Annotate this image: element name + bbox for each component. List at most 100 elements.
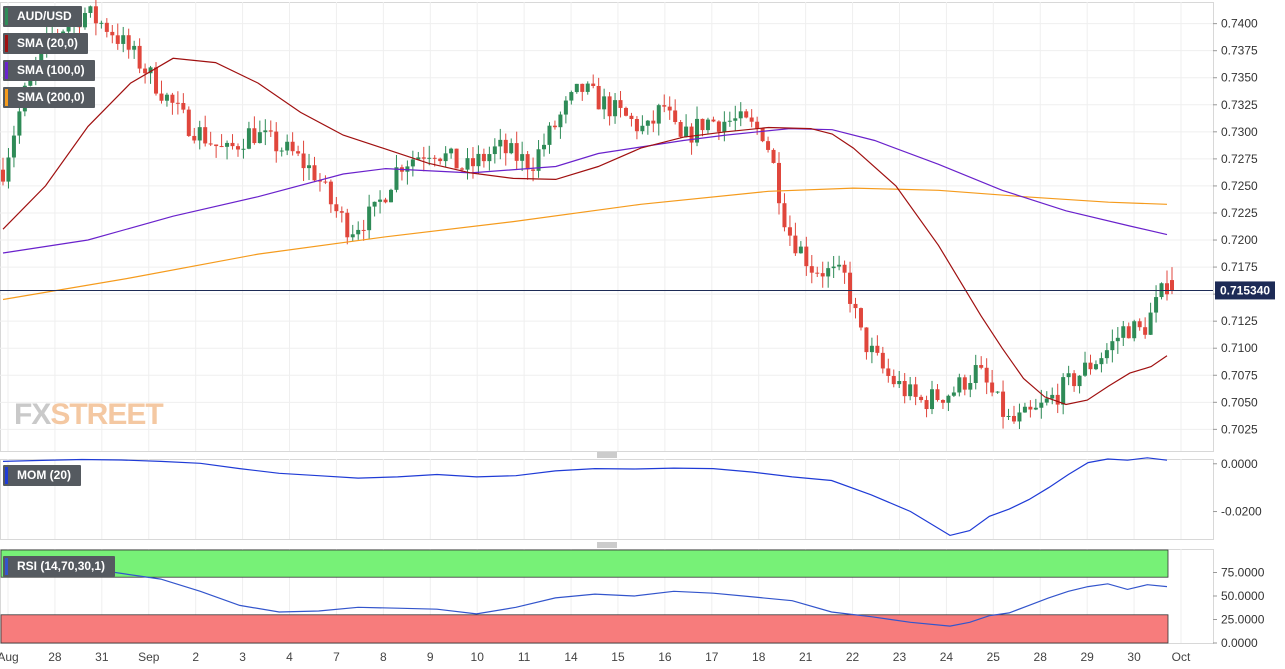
candle-body xyxy=(607,96,612,117)
candle-body xyxy=(634,119,639,132)
candle-body xyxy=(585,83,590,92)
x-tick-label: 31 xyxy=(95,650,109,664)
legend-mom[interactable]: MOM (20) xyxy=(3,465,81,486)
candle-body xyxy=(924,400,929,410)
y-tick-label: 0.7375 xyxy=(1221,44,1258,58)
candle-body xyxy=(1055,394,1060,405)
x-tick-label: 8 xyxy=(380,650,387,664)
candle-body xyxy=(1088,362,1093,370)
candle-body xyxy=(973,365,978,383)
sma20-line xyxy=(2,57,1168,406)
candle-body xyxy=(214,144,219,147)
candle-body xyxy=(935,389,940,401)
legend-sma200-swatch xyxy=(5,89,8,106)
candle-body xyxy=(1050,394,1055,399)
candle-body xyxy=(235,146,240,150)
candle-body xyxy=(443,153,448,162)
candle-body xyxy=(405,166,410,172)
candle-body xyxy=(356,229,361,235)
legend-sma200-label: SMA (200,0) xyxy=(17,90,85,104)
candle-body xyxy=(804,246,809,267)
candle-body xyxy=(793,235,798,254)
legend-sma100[interactable]: SMA (100,0) xyxy=(3,60,95,81)
candle-body xyxy=(569,92,574,101)
candle-body xyxy=(826,268,831,277)
candle-body xyxy=(591,83,596,86)
candle-body xyxy=(968,382,973,390)
candle-body xyxy=(1017,412,1022,422)
legend-pair-swatch xyxy=(5,8,8,25)
candle-body xyxy=(749,117,754,122)
candle-body xyxy=(460,168,465,170)
candle-body xyxy=(290,141,295,152)
candle-body xyxy=(1083,362,1088,376)
candle-body xyxy=(192,135,197,141)
legend-sma20[interactable]: SMA (20,0) xyxy=(3,33,88,54)
candle-body xyxy=(716,121,721,132)
candle-body xyxy=(465,158,470,170)
candle-body xyxy=(705,119,710,131)
candle-body xyxy=(957,377,962,393)
candle-body xyxy=(470,158,475,167)
candle-body xyxy=(552,125,557,128)
candle-body xyxy=(1132,321,1137,339)
y-tick-label: 0.7025 xyxy=(1221,422,1258,436)
candle-body xyxy=(858,308,863,328)
candle-body xyxy=(487,154,492,162)
x-tick-label: Aug xyxy=(0,650,19,664)
candle-body xyxy=(82,12,87,28)
candle-body xyxy=(367,206,372,231)
candle-body xyxy=(897,380,902,385)
rsi-overbought-zone xyxy=(0,549,1169,578)
candle-body xyxy=(339,211,344,213)
candle-body xyxy=(121,35,126,44)
candle-body xyxy=(427,157,432,159)
x-tick-label: 28 xyxy=(48,650,62,664)
candle-body xyxy=(629,115,634,120)
candle-body xyxy=(962,377,967,390)
candle-body xyxy=(837,264,842,267)
candle-body xyxy=(383,199,388,203)
candle-body xyxy=(11,135,16,158)
candle-body xyxy=(432,157,437,159)
candle-body xyxy=(307,165,312,169)
rsi-tick-label: 75.0000 xyxy=(1221,566,1265,580)
candle-body xyxy=(252,128,257,144)
candle-body xyxy=(930,389,935,410)
rsi-line xyxy=(2,567,1168,627)
y-tick-label: 0.7200 xyxy=(1221,233,1258,247)
candle-body xyxy=(143,68,148,74)
candle-body xyxy=(755,121,760,129)
candle-body xyxy=(93,6,98,24)
candle-body xyxy=(574,83,579,93)
candle-body xyxy=(1044,398,1049,403)
candle-body xyxy=(536,149,541,171)
candle-body xyxy=(175,102,180,104)
candle-body xyxy=(181,103,186,110)
legend-rsi[interactable]: RSI (14,70,30,1) xyxy=(3,556,116,577)
candle-body xyxy=(345,212,350,238)
candle-body xyxy=(317,180,322,182)
x-tick-label: 30 xyxy=(1127,650,1141,664)
legend-pair[interactable]: AUD/USD xyxy=(3,6,82,27)
legend-sma20-label: SMA (20,0) xyxy=(17,36,78,50)
candle-body xyxy=(689,126,694,143)
candle-body xyxy=(389,189,393,203)
sma100-line xyxy=(2,127,1168,254)
candle-body xyxy=(509,143,514,154)
candle-body xyxy=(164,94,169,101)
x-tick-label: 23 xyxy=(893,650,907,664)
candle-body xyxy=(301,153,306,169)
candle-body xyxy=(995,391,1000,393)
candle-body xyxy=(361,229,366,231)
candle-body xyxy=(449,148,454,154)
candle-body xyxy=(787,227,792,236)
candle-body xyxy=(481,153,486,162)
candle-body xyxy=(1143,327,1148,335)
legend-rsi-label: RSI (14,70,30,1) xyxy=(17,559,106,573)
candle-body xyxy=(246,128,251,149)
rsi-tick-label: 0.0000 xyxy=(1221,636,1258,650)
legend-sma200[interactable]: SMA (200,0) xyxy=(3,87,95,108)
candle-body xyxy=(421,157,426,159)
mom-line xyxy=(2,457,1168,537)
